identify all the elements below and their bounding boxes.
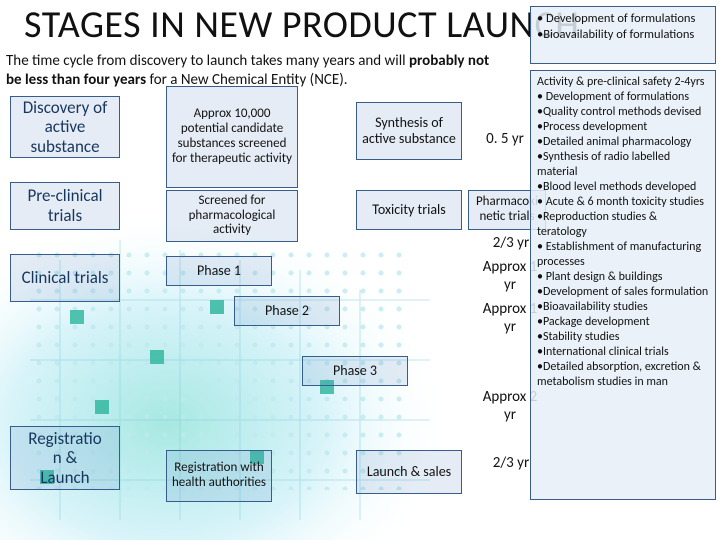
page-title: STAGES IN NEW PRODUCT LAUNCH xyxy=(24,2,579,48)
dur-0-5yr: 0. 5 yr xyxy=(478,130,532,148)
box-phase2: Phase 2 xyxy=(234,296,340,326)
stage-preclinical: Pre-clinical trials xyxy=(10,182,120,230)
box-synthesis: Synthesis of active substance xyxy=(356,102,462,160)
box-toxicity: Toxicity trials xyxy=(356,190,462,230)
page-subtitle: The time cycle from discovery to launch … xyxy=(6,52,490,90)
box-approx10000: Approx 10,000 potential candidate substa… xyxy=(166,86,298,188)
box-registration: Registration with health authorities xyxy=(166,450,272,502)
stage-discovery: Discovery of active substance xyxy=(10,96,120,158)
box-screened: Screened for pharmacological activity xyxy=(166,190,298,242)
box-phase1: Phase 1 xyxy=(166,256,272,286)
side-panel-top: • Development of formulations •Bioavaila… xyxy=(530,6,716,64)
stage-clinical: Clinical trials xyxy=(10,254,120,302)
stage-reg: Registration &Launch xyxy=(10,426,120,490)
box-launch: Launch & sales xyxy=(356,450,462,494)
box-phase3: Phase 3 xyxy=(302,356,408,386)
side-panel-main: Activity & pre-clinical safety 2-4yrs • … xyxy=(530,70,716,500)
dur-2-3yr-a: 2/3 yr xyxy=(486,234,536,252)
dur-2-3yr-b: 2/3 yr xyxy=(486,454,536,472)
